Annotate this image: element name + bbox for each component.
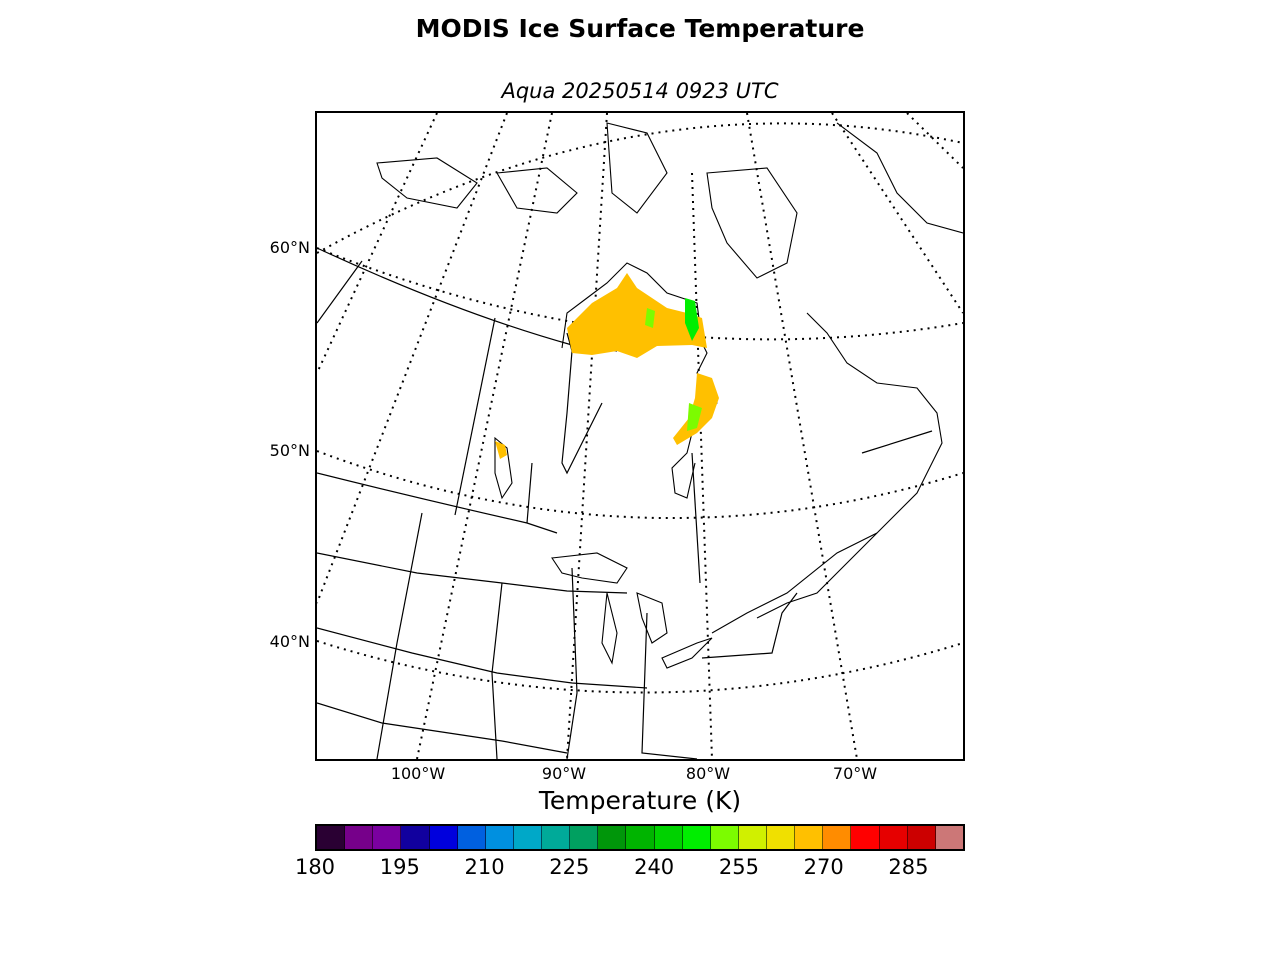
colorbar-segment	[570, 826, 599, 849]
border-60n	[317, 247, 618, 352]
chart-title: MODIS Ice Surface Temperature	[415, 14, 865, 43]
baffin-island	[706, 167, 798, 279]
hudson-bay-coast	[561, 262, 718, 499]
lat-line-70	[317, 122, 963, 254]
colorbar-segment	[682, 826, 711, 849]
colorbar-segment	[457, 826, 486, 849]
colorbar-segment	[429, 826, 458, 849]
colorbar-tick-label: 240	[634, 855, 675, 879]
lon-line-80	[691, 172, 713, 759]
colorbar-segment	[851, 826, 880, 849]
colorbar-title: Temperature (K)	[538, 786, 742, 815]
labrador-coast	[756, 312, 943, 619]
ice-patch-hudson-east	[685, 298, 699, 341]
map-svg	[317, 113, 963, 759]
lon-label-100w: 100°W	[390, 764, 446, 783]
colorbar-segment	[823, 826, 852, 849]
colorbar-segment	[767, 826, 796, 849]
lon-label-70w: 70°W	[832, 764, 878, 783]
colorbar-segment	[401, 826, 430, 849]
colorbar-tick-label: 270	[803, 855, 844, 879]
great-lakes-huron	[636, 592, 668, 644]
lon-line-110	[317, 113, 508, 604]
colorbar-segment	[513, 826, 542, 849]
colorbar-segment	[317, 826, 346, 849]
lat-label-60n: 60°N	[269, 238, 310, 257]
border-us-states-2	[317, 627, 648, 689]
political-boundaries	[317, 247, 933, 759]
arctic-islands-1	[376, 157, 478, 209]
lat-label-50n: 50°N	[269, 441, 310, 460]
lon-label-90w: 90°W	[541, 764, 587, 783]
colorbar-segment	[345, 826, 374, 849]
great-lakes-erie	[661, 637, 713, 669]
colorbar-segment	[710, 826, 739, 849]
colorbar-segment	[907, 826, 936, 849]
border-on-qc	[691, 452, 701, 584]
chart-subtitle: Aqua 20250514 0923 UTC	[501, 79, 779, 103]
colorbar-segment	[485, 826, 514, 849]
colorbar-segment	[373, 826, 402, 849]
border-us-states-3	[317, 702, 568, 754]
lon-label-80w: 80°W	[685, 764, 731, 783]
border-us-states-7	[641, 612, 698, 759]
lon-line-100	[416, 113, 553, 759]
lon-line-90	[566, 113, 608, 759]
lat-line-50	[317, 450, 963, 520]
lon-line-50	[906, 113, 963, 169]
great-lakes-michigan	[601, 592, 618, 665]
lat-line-40	[317, 640, 963, 694]
arctic-islands-2	[496, 167, 578, 214]
border-us-states-1	[317, 552, 628, 594]
great-lakes-superior	[551, 552, 628, 584]
colorbar-tick-label: 285	[888, 855, 929, 879]
border-us-states-8	[701, 592, 798, 659]
lon-line-60	[831, 113, 963, 314]
border-nl-qc	[861, 430, 933, 454]
ice-temperature-layer	[495, 273, 719, 459]
border-canada-us	[317, 472, 558, 534]
border-us-states-4	[491, 582, 503, 759]
border-ab-sk	[454, 317, 496, 516]
lon-line-120	[317, 113, 438, 374]
colorbar-tick-label: 180	[294, 855, 336, 879]
colorbar-segment	[935, 826, 963, 849]
map-panel	[315, 111, 965, 761]
colorbar-segment	[738, 826, 767, 849]
colorbar	[315, 824, 965, 851]
st-lawrence	[711, 532, 878, 634]
border-us-states-5	[376, 512, 423, 759]
lat-label-40n: 40°N	[269, 632, 310, 651]
border-us-states-6	[566, 567, 578, 759]
border-mb-on	[526, 462, 533, 524]
colorbar-tick-label: 210	[464, 855, 505, 879]
colorbar-segment	[654, 826, 683, 849]
lon-line-70	[746, 113, 858, 759]
ice-patch-lake-winnipeg	[495, 441, 507, 459]
ice-patch-james-bay-green	[687, 403, 702, 431]
longitude-lines	[317, 113, 963, 759]
ice-patch-hudson-north	[567, 273, 707, 358]
colorbar-segment	[795, 826, 824, 849]
ice-patch-hudson-east-2	[645, 308, 655, 328]
colorbar-segment	[598, 826, 627, 849]
colorbar-tick-label: 195	[379, 855, 420, 879]
border-bc-ab	[317, 260, 363, 324]
greenland-coast	[836, 122, 963, 234]
colorbar-tick-label: 255	[718, 855, 759, 879]
arctic-islands-3	[606, 122, 668, 214]
colorbar-tick-label: 225	[549, 855, 590, 879]
colorbar-segment	[542, 826, 571, 849]
colorbar-segment	[626, 826, 655, 849]
colorbar-segment	[879, 826, 908, 849]
coastlines	[376, 122, 963, 669]
